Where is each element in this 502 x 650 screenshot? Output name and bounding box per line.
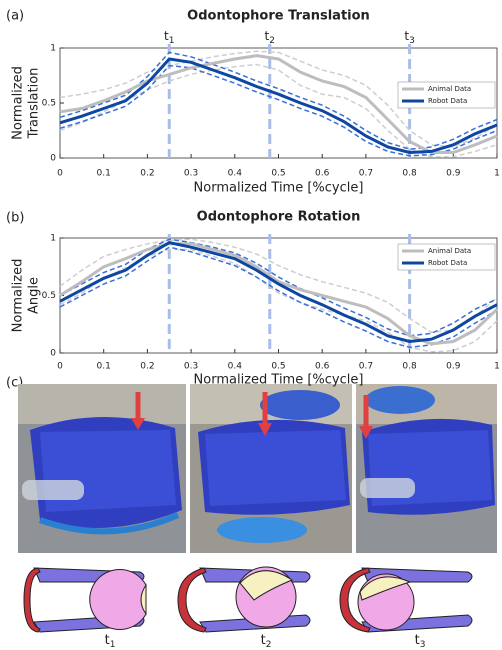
x-tick-label: 0.8 bbox=[402, 362, 417, 372]
y-tick-label: 0 bbox=[50, 154, 56, 164]
y-axis-label: Normalized bbox=[11, 66, 26, 140]
x-tick-label: 0.1 bbox=[97, 362, 111, 372]
band-line bbox=[59, 246, 498, 349]
legend-label: Robot Data bbox=[428, 259, 467, 267]
y-axis-label: Normalized bbox=[11, 259, 26, 333]
subscript-label: t3 bbox=[415, 633, 426, 650]
label-sub: 3 bbox=[409, 36, 415, 46]
x-tick-label: 0.7 bbox=[359, 362, 373, 372]
y-tick-label: 1 bbox=[50, 234, 56, 244]
x-tick-label: 0.5 bbox=[271, 362, 285, 372]
x-tick-label: 0.1 bbox=[97, 169, 111, 179]
y-axis-label: Translation bbox=[27, 68, 42, 140]
x-tick-label: 0.7 bbox=[359, 169, 373, 179]
legend-box bbox=[397, 81, 496, 109]
label-main: t bbox=[265, 29, 270, 43]
y-tick-label: 0.5 bbox=[42, 99, 56, 109]
x-axis-label: Normalized Time [%cycle] bbox=[194, 181, 364, 196]
legend-box bbox=[397, 243, 496, 271]
panel-label: (a) bbox=[6, 9, 24, 24]
diagram bbox=[339, 567, 473, 633]
x-tick-label: 0.2 bbox=[140, 169, 154, 179]
label-sub: 2 bbox=[266, 640, 272, 650]
label-main: t bbox=[415, 633, 420, 648]
legend-label: Animal Data bbox=[428, 247, 471, 255]
subscript-label: t3 bbox=[404, 29, 414, 46]
x-tick-label: 0.3 bbox=[184, 362, 198, 372]
band-line bbox=[59, 64, 498, 157]
subscript-label: t1 bbox=[164, 29, 174, 46]
x-tick-label: 1 bbox=[494, 362, 500, 372]
chart-title: Odontophore Rotation bbox=[197, 210, 361, 225]
legend-label: Robot Data bbox=[428, 97, 467, 105]
data-line bbox=[59, 54, 498, 154]
panel-label: (b) bbox=[6, 211, 24, 226]
legend-label: Animal Data bbox=[428, 85, 471, 93]
band-line bbox=[59, 238, 498, 337]
x-tick-label: 0 bbox=[57, 169, 63, 179]
y-tick-label: 1 bbox=[50, 44, 56, 54]
label-main: t bbox=[164, 29, 169, 43]
label-sub: 1 bbox=[110, 640, 116, 650]
label-main: t bbox=[261, 633, 266, 648]
photo bbox=[18, 384, 186, 553]
x-tick-label: 0.5 bbox=[271, 169, 285, 179]
x-tick-label: 0.6 bbox=[315, 362, 330, 372]
x-tick-label: 0.6 bbox=[315, 169, 330, 179]
band-line bbox=[59, 50, 498, 148]
x-tick-label: 0.4 bbox=[228, 362, 243, 372]
x-tick-label: 0.9 bbox=[446, 169, 461, 179]
band-line bbox=[59, 238, 498, 334]
x-tick-label: 0.3 bbox=[184, 169, 198, 179]
diagram bbox=[177, 566, 311, 633]
label-main: t bbox=[105, 633, 110, 648]
label-sub: 2 bbox=[269, 36, 275, 46]
photo bbox=[190, 384, 352, 553]
label-main: t bbox=[404, 29, 409, 43]
y-tick-label: 0.5 bbox=[42, 291, 56, 301]
label-sub: 3 bbox=[420, 640, 426, 650]
label-sub: 1 bbox=[169, 36, 175, 46]
x-tick-label: 0 bbox=[57, 362, 63, 372]
diagram bbox=[23, 567, 147, 633]
subscript-label: t2 bbox=[261, 633, 272, 650]
x-axis-label: Normalized Time [%cycle] bbox=[194, 373, 364, 388]
band-line bbox=[59, 63, 498, 158]
x-tick-label: 0.8 bbox=[402, 169, 417, 179]
y-tick-label: 0 bbox=[50, 349, 56, 359]
subscript-label: t2 bbox=[265, 29, 275, 46]
y-axis-label: Angle bbox=[27, 277, 42, 314]
x-tick-label: 0.2 bbox=[140, 362, 154, 372]
subscript-label: t1 bbox=[105, 633, 116, 650]
x-tick-label: 0.4 bbox=[228, 169, 243, 179]
data-line bbox=[59, 57, 498, 155]
x-tick-label: 1 bbox=[494, 169, 500, 179]
photo bbox=[356, 384, 497, 553]
x-tick-label: 0.9 bbox=[446, 362, 461, 372]
data-line bbox=[59, 241, 498, 344]
chart-title: Odontophore Translation bbox=[187, 9, 370, 24]
